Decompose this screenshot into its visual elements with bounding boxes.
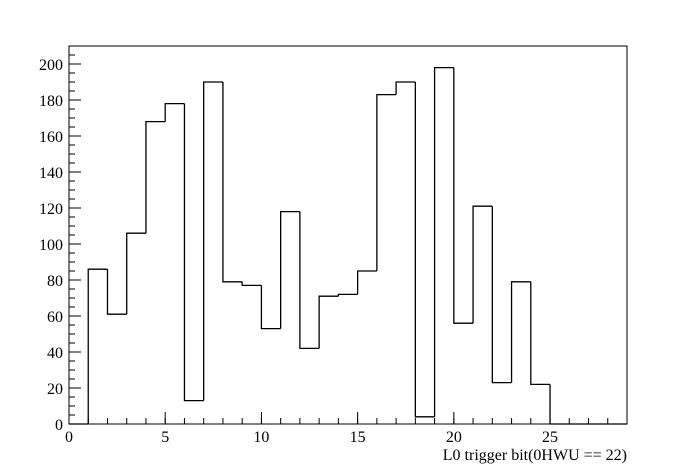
histogram-bin: [222, 82, 243, 283]
y-tick-label: 40: [47, 345, 63, 362]
y-tick-label: 180: [39, 93, 63, 110]
plot-frame: [68, 45, 628, 425]
y-tick-label: 60: [47, 309, 63, 326]
histogram-bin: [530, 281, 551, 386]
histogram-bin: [318, 295, 339, 349]
histogram-bin: [453, 67, 474, 324]
histogram-bin: [299, 211, 320, 350]
y-tick-label: 0: [55, 417, 63, 434]
y-tick-label: 20: [47, 381, 63, 398]
histogram-bin: [472, 205, 493, 324]
histogram-bin: [414, 82, 435, 418]
x-tick-label: 10: [253, 429, 269, 446]
histogram-bin: [549, 384, 570, 425]
x-tick-label: 15: [350, 429, 366, 446]
x-tick-label: 25: [542, 429, 558, 446]
histogram-bin: [203, 81, 223, 401]
histogram-bin: [260, 285, 281, 330]
x-tick-label: 20: [446, 429, 462, 446]
histogram-bin: [491, 206, 512, 384]
histogram-bin: [433, 66, 454, 417]
histogram-bin: [106, 269, 127, 315]
histogram-bin: [280, 210, 300, 329]
histogram-bin: [241, 281, 262, 287]
y-tick-label: 100: [39, 237, 63, 254]
y-tick-label: 140: [39, 165, 63, 182]
y-tick-label: 160: [39, 129, 63, 146]
histogram-bin: [87, 268, 108, 424]
y-tick-label: 80: [47, 273, 63, 290]
histogram-bin: [145, 120, 166, 234]
x-tick-label: 0: [65, 429, 73, 446]
histogram-bin: [356, 270, 377, 295]
histogram-bin: [164, 102, 185, 122]
histogram-bin: [510, 281, 531, 383]
y-tick-label: 120: [39, 201, 63, 218]
histogram-bin: [337, 293, 358, 297]
y-tick-label: 200: [39, 57, 63, 74]
x-tick-label: 5: [161, 429, 169, 446]
x-axis-label: L0 trigger bit(0HWU == 22): [443, 447, 627, 464]
histogram-bin: [395, 81, 416, 95]
histogram-bin: [376, 93, 397, 271]
histogram-bin: [183, 103, 204, 402]
histogram-bin: [126, 232, 146, 315]
